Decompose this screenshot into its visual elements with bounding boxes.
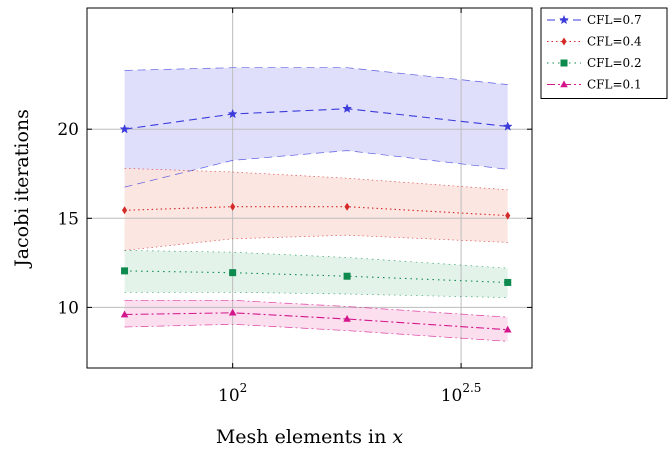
lower-bound-line-series-2 [124, 291, 508, 298]
band-series-0 [124, 67, 508, 188]
legend-marker-0 [559, 14, 569, 25]
legend-marker-1 [561, 37, 567, 46]
legend-label-3: CFL=0.1 [587, 78, 642, 92]
legend-label-1: CFL=0.4 [587, 35, 642, 49]
marker-series-1-point-1 [230, 202, 236, 211]
lower-bound-line-series-1 [124, 234, 508, 251]
marker-series-2-point-2 [343, 272, 351, 280]
x-tick-label-exponent-0: 2 [240, 381, 248, 395]
x-tick-label-base-1: 10 [441, 386, 463, 406]
x-tick-label-1: 102.5 [441, 381, 482, 406]
upper-bound-line-series-1 [124, 168, 508, 191]
grid-lines [87, 8, 532, 368]
band-series-2 [124, 250, 508, 298]
y-tick-label-2: 20 [57, 120, 79, 140]
y-axis-ticks: 10 15 20 [57, 120, 532, 318]
y-axis-label: Jacobi iterations [11, 109, 33, 269]
marker-series-0-point-3 [502, 121, 513, 131]
series-markers [119, 103, 513, 333]
lower-bound-line-series-0 [124, 150, 508, 188]
x-tick-label-0: 102 [218, 381, 247, 406]
band-series-1 [124, 168, 508, 251]
upper-bound-line-series-2 [124, 250, 508, 269]
marker-series-1-point-3 [505, 211, 511, 220]
marker-series-1-point-0 [121, 206, 128, 215]
legend-marker-2 [560, 59, 568, 67]
mean-line-series-2 [124, 270, 508, 284]
marker-series-2-point-0 [121, 267, 129, 275]
marker-series-3-point-3 [503, 325, 512, 333]
marker-series-3-point-0 [120, 310, 129, 318]
x-axis-label-text: Mesh elements in [216, 426, 393, 448]
upper-bound-line-series-0 [124, 67, 508, 85]
mean-line-series-0 [124, 108, 508, 130]
marker-series-3-point-1 [228, 308, 237, 316]
y-tick-label-1: 15 [57, 209, 79, 229]
y-tick-label-0: 10 [57, 298, 79, 318]
x-axis-label-variable: x [392, 426, 403, 448]
marker-series-0-point-1 [227, 108, 238, 119]
x-tick-label-base-0: 10 [218, 386, 240, 406]
band-series-3 [124, 300, 508, 342]
lower-bound-line-series-3 [124, 323, 508, 342]
legend: CFL=0.7 CFL=0.4 CFL=0.2 CFL=0.1 [540, 7, 668, 99]
legend-label-0: CFL=0.7 [587, 13, 642, 27]
mean-line-series-3 [124, 312, 508, 331]
marker-series-0-point-2 [342, 103, 353, 113]
legend-label-2: CFL=0.2 [587, 56, 642, 70]
x-tick-label-exponent-1: 2.5 [462, 381, 481, 395]
confidence-bands [124, 67, 508, 342]
marker-series-1-point-2 [344, 202, 350, 211]
plot-area-frame [86, 7, 533, 369]
series-lines [124, 67, 508, 342]
x-axis-ticks: 102 102.5 [218, 8, 481, 406]
marker-series-2-point-1 [229, 269, 237, 277]
upper-bound-line-series-3 [124, 299, 508, 318]
marker-series-3-point-2 [343, 314, 351, 322]
mean-line-series-1 [124, 206, 508, 217]
legend-marker-3 [560, 80, 568, 88]
marker-series-0-point-0 [119, 124, 130, 134]
x-axis-label: Mesh elements in x [216, 426, 404, 448]
marker-series-2-point-3 [504, 278, 512, 286]
